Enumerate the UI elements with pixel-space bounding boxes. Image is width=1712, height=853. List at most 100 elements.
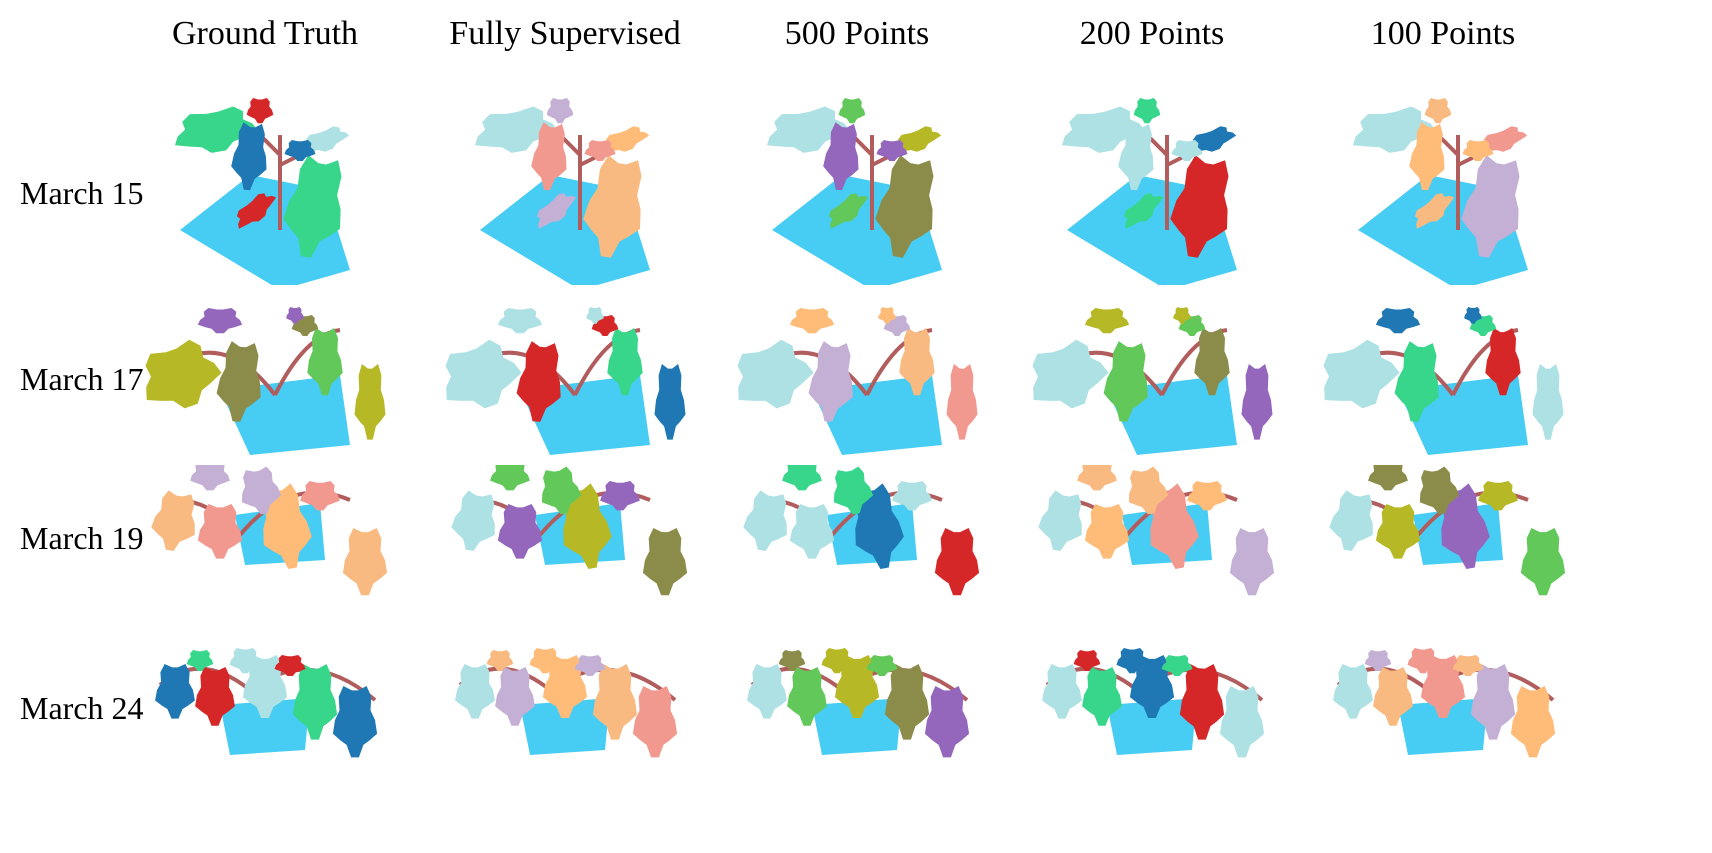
- leaf-segment: [1116, 648, 1148, 674]
- leaf-segment: [1375, 504, 1421, 559]
- leaf-segment: [1373, 667, 1413, 726]
- leaf-segment: [497, 308, 543, 334]
- plant-segmentation-image: [1027, 465, 1287, 655]
- leaf-segment: [1481, 126, 1528, 153]
- leaf-segment: [1118, 122, 1154, 191]
- leaf-segment: [1149, 483, 1199, 569]
- leaf-segment: [1409, 122, 1445, 191]
- row-label: March 19: [20, 520, 144, 556]
- leaf-segment: [607, 328, 643, 396]
- leaf-segment: [1082, 667, 1122, 726]
- leaf-segment: [892, 481, 932, 511]
- leaf-segment: [495, 667, 535, 726]
- pot-segment: [1398, 698, 1488, 755]
- leaf-segment: [231, 122, 267, 191]
- leaf-segment: [737, 339, 814, 409]
- leaf-segment: [536, 193, 577, 229]
- plant-segmentation-image: [732, 305, 992, 495]
- leaf-segment: [1133, 98, 1161, 124]
- leaf-segment: [475, 106, 558, 153]
- leaf-segment: [583, 155, 642, 258]
- leaf-segment: [445, 339, 522, 409]
- leaf-segment: [541, 466, 582, 515]
- leaf-segment: [1532, 364, 1564, 440]
- leaf-segment: [1032, 339, 1109, 409]
- leaf-segment: [332, 686, 378, 758]
- plant-segmentation-image: [440, 95, 700, 285]
- leaf-segment: [878, 307, 896, 324]
- leaf-segment: [1077, 465, 1117, 491]
- leaf-segment: [1462, 140, 1494, 161]
- leaf-segment: [531, 122, 567, 191]
- leaf-segment: [603, 126, 650, 153]
- plant-segmentation-image: [440, 630, 700, 820]
- leaf-segment: [151, 490, 195, 551]
- leaf-segment: [876, 140, 908, 161]
- leaf-segment: [875, 155, 934, 258]
- column-header: Ground Truth: [171, 15, 359, 52]
- pot-segment: [812, 698, 902, 755]
- leaf-segment: [823, 122, 859, 191]
- leaf-segment: [303, 126, 350, 153]
- row-label: March 24: [20, 690, 144, 726]
- plant-segmentation-image: [140, 305, 400, 495]
- plant-segmentation-image: [140, 95, 400, 285]
- plant-segmentation-image: [1027, 630, 1287, 820]
- leaf-segment: [1170, 155, 1229, 258]
- plant-segmentation-image: [1027, 305, 1287, 495]
- leaf-segment: [632, 686, 678, 758]
- leaf-segment: [1464, 307, 1482, 324]
- leaf-segment: [838, 98, 866, 124]
- leaf-segment: [451, 490, 495, 551]
- leaf-segment: [787, 667, 827, 726]
- leaf-segment: [1073, 650, 1101, 671]
- leaf-segment: [884, 664, 930, 740]
- pot-segment: [1107, 698, 1197, 755]
- leaf-segment: [274, 655, 306, 676]
- leaf-segment: [586, 307, 604, 324]
- leaf-segment: [246, 98, 274, 124]
- leaf-segment: [1103, 341, 1148, 422]
- leaf-segment: [486, 650, 514, 671]
- leaf-segment: [782, 465, 822, 491]
- leaf-segment: [642, 528, 688, 596]
- leaf-segment: [1364, 650, 1392, 671]
- leaf-segment: [574, 655, 606, 676]
- leaf-segment: [934, 528, 980, 596]
- leaf-segment: [190, 465, 230, 491]
- leaf-segment: [654, 364, 686, 440]
- leaf-segment: [828, 193, 869, 229]
- leaf-segment: [1424, 98, 1452, 124]
- leaf-segment: [1461, 155, 1520, 258]
- leaf-segment: [1128, 466, 1169, 515]
- row-label: March 17: [20, 361, 144, 397]
- leaf-segment: [529, 648, 561, 674]
- leaf-segment: [195, 667, 235, 726]
- leaf-segment: [821, 648, 853, 674]
- plant-segmentation-image: [1318, 305, 1578, 495]
- plant-segmentation-image: [140, 630, 400, 820]
- leaf-segment: [236, 193, 277, 229]
- leaf-segment: [292, 664, 338, 740]
- leaf-segment: [145, 339, 222, 409]
- leaf-segment: [1084, 308, 1130, 334]
- column-header: 200 Points: [1079, 15, 1225, 52]
- leaf-segment: [1194, 328, 1230, 396]
- leaf-segment: [584, 140, 616, 161]
- leaf-segment: [743, 490, 787, 551]
- leaf-segment: [241, 466, 282, 515]
- leaf-segment: [1414, 193, 1455, 229]
- leaf-segment: [455, 664, 495, 719]
- leaf-segment: [946, 364, 978, 440]
- leaf-segment: [1452, 655, 1484, 676]
- leaf-segment: [175, 106, 258, 153]
- leaf-segment: [789, 308, 835, 334]
- leaf-segment: [300, 481, 340, 511]
- leaf-segment: [1329, 490, 1373, 551]
- leaf-segment: [1485, 328, 1521, 396]
- leaf-segment: [490, 465, 530, 491]
- leaf-segment: [767, 106, 850, 153]
- leaf-segment: [854, 483, 904, 569]
- leaf-segment: [1123, 193, 1164, 229]
- leaf-segment: [1478, 481, 1518, 511]
